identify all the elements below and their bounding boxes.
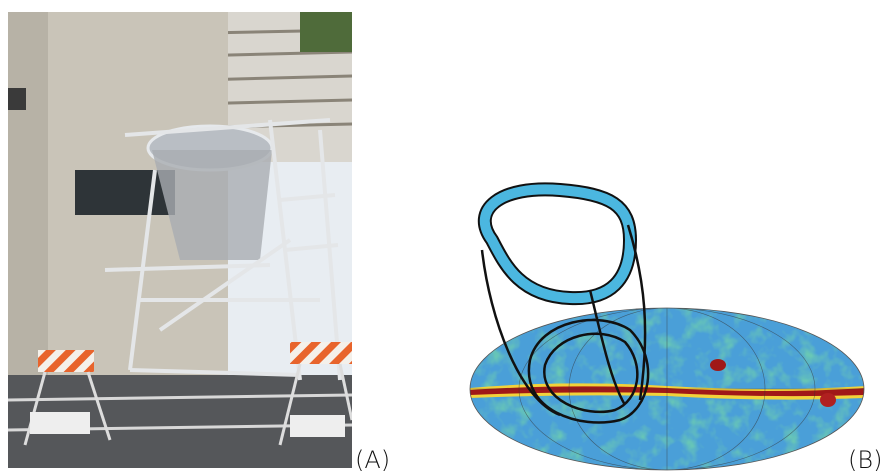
sky-map <box>470 189 865 471</box>
figure: (A) (B) <box>0 0 890 471</box>
barricade <box>38 350 94 372</box>
wall-shadow <box>8 12 48 402</box>
hotspot <box>820 393 836 407</box>
panel-label: (A) <box>355 446 390 471</box>
sign <box>290 415 345 437</box>
sign <box>30 412 90 434</box>
panel-label: (B) <box>848 446 882 471</box>
tree <box>300 12 352 52</box>
photo <box>8 12 352 468</box>
hotspot <box>710 359 726 371</box>
page: (A) (B) (() => { const data = JSON.parse <box>0 0 890 471</box>
barricade <box>290 342 352 364</box>
lamp <box>8 88 26 110</box>
